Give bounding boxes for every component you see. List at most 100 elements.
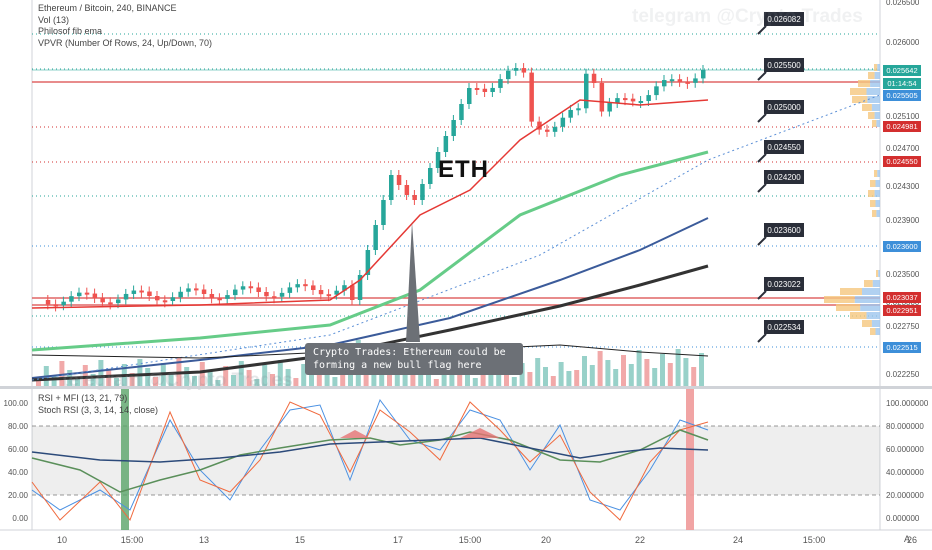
legend-stoch[interactable]: Stoch RSI (3, 3, 14, 14, close) [38, 404, 159, 415]
vpvr-bar-up [876, 270, 879, 277]
volume-bar [293, 378, 299, 388]
watermark-bottom: telegram @Crypto Trades [62, 370, 293, 391]
candle-body [264, 292, 269, 297]
ema-blue [31, 217, 709, 379]
candle-body [591, 73, 597, 83]
vpvr-bar-up [858, 80, 871, 87]
vpvr-bar-down [877, 170, 880, 177]
vpvr-bar-up [850, 88, 867, 95]
candle-body [131, 290, 137, 294]
candle-body [693, 78, 698, 83]
time-axis-label: 15 [295, 535, 305, 545]
candle-body [139, 290, 144, 293]
volume-bar [184, 367, 190, 388]
legend-vol[interactable]: Vol (13) [38, 14, 70, 25]
candle-body [669, 79, 675, 82]
pane-separator[interactable] [0, 386, 932, 389]
candle-body [233, 289, 238, 296]
candle-body [451, 120, 456, 136]
volume-bar [51, 375, 57, 388]
volume-bar [231, 375, 236, 388]
volume-bar [285, 369, 291, 388]
vpvr-bar-up [868, 72, 875, 79]
rsi-cloud [340, 430, 370, 438]
level-label-pointer [757, 290, 767, 300]
candle-body [318, 290, 324, 295]
candle-body [490, 87, 495, 92]
candle-body [194, 288, 199, 291]
volume-bar [426, 370, 431, 388]
watermark-top: telegram @Crypto Trades [632, 6, 863, 27]
auto-scale-button[interactable]: A [904, 534, 911, 544]
price-axis-label: 0.023500 [886, 270, 920, 279]
level-label-text: 0.025500 [767, 61, 801, 70]
level-label-text: 0.024550 [767, 143, 801, 152]
vpvr-bar-up [874, 64, 878, 71]
price-tag-text: 0.023037 [886, 293, 917, 302]
vpvr-bar-up [870, 328, 876, 335]
candle-body [69, 296, 74, 302]
legend-rsi[interactable]: RSI + MFI (13, 21, 79) [38, 393, 128, 403]
chart-legend: Ethereum / Bitcoin, 240, BINANCE Vol (13… [38, 3, 212, 49]
vpvr-bar-down [874, 112, 880, 119]
price-tag-text: 0.025505 [886, 91, 917, 100]
candle-body [381, 200, 386, 225]
candle-body [599, 82, 605, 112]
price-axis-label: 0.022250 [886, 370, 920, 379]
price-axis-label: 0.026000 [886, 38, 920, 47]
level-label-text: 0.022534 [767, 323, 801, 332]
volume-bar [636, 350, 642, 388]
mfi-line [31, 437, 709, 463]
legend-vpvr[interactable]: VPVR (Number Of Rows, 24, Up/Down, 70) [38, 37, 213, 48]
vpvr-bar-down [874, 72, 880, 79]
volume-bar [535, 358, 541, 388]
level-label-box [764, 223, 804, 237]
vpvr-bar-down [860, 304, 880, 311]
volume-bar [332, 377, 338, 388]
legend-symbol[interactable]: Ethereum / Bitcoin, 240, BINANCE [38, 3, 177, 13]
candle-body [61, 301, 66, 306]
volume-bar [527, 372, 533, 388]
overbought-marker [686, 389, 694, 530]
volume-bar [628, 364, 634, 388]
level-label-box [764, 12, 804, 26]
candle-body [77, 292, 82, 297]
vpvr-bar-up [824, 296, 855, 303]
level-label-pointer [757, 183, 767, 193]
volume-bar [675, 349, 681, 388]
callout-annotation[interactable]: Crypto Trades: Ethereum could be forming… [305, 343, 523, 375]
price-axis-label: 0.025100 [886, 112, 920, 121]
volume-bar [262, 365, 268, 388]
volume-bar [309, 373, 314, 388]
volume-bar [667, 363, 673, 388]
volume-bar [574, 370, 580, 388]
time-axis-label: 22 [635, 535, 645, 545]
ema-black [31, 264, 709, 382]
vpvr-bar-up [840, 288, 862, 295]
level-label-pointer [757, 113, 767, 123]
legend-fib[interactable]: Philosof fib ema [38, 26, 103, 36]
candle-body [326, 294, 332, 297]
vpvr-bar-down [854, 296, 880, 303]
candle-body [303, 284, 308, 287]
vpvr-bar-up [850, 312, 867, 319]
price-tag [883, 121, 921, 132]
candle-body [350, 285, 355, 300]
volume-bar [90, 374, 96, 388]
candle-body [482, 88, 488, 92]
price-axis-label: 0.024300 [886, 182, 920, 191]
volume-bar [106, 369, 112, 388]
candle-body [545, 129, 550, 132]
candle-body [217, 298, 222, 301]
candle-body [615, 98, 620, 103]
vpvr-bar-up [872, 120, 877, 127]
volume-bar [465, 369, 470, 388]
candle-body [560, 117, 566, 127]
level-label-text: 0.025000 [767, 103, 801, 112]
oversold-marker [121, 389, 129, 530]
volume-bar [114, 378, 119, 388]
vpvr-bar-up [874, 170, 878, 177]
osc-axis-label-right: 80.000000 [886, 422, 924, 431]
price-axis-label: 0.026500 [886, 0, 920, 7]
